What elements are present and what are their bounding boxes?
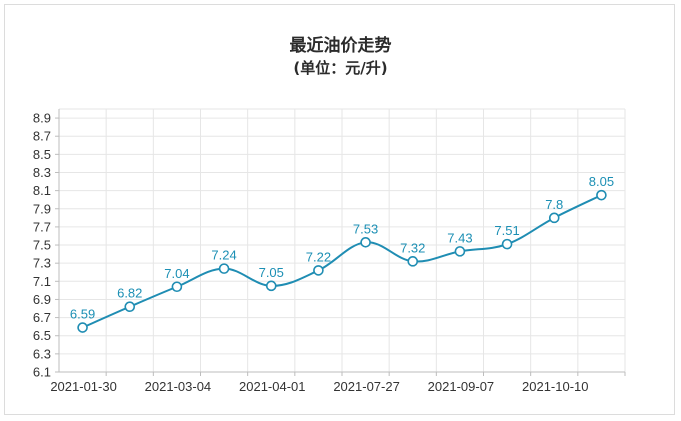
chart-frame xyxy=(4,4,675,415)
data-label: 7.24 xyxy=(211,248,236,263)
data-point xyxy=(454,246,466,257)
data-label: 7.8 xyxy=(545,197,563,212)
data-point xyxy=(218,263,230,274)
data-label: 7.32 xyxy=(400,240,425,255)
data-labels: 6.59 6.82 7.04 7.24 7.05 7.22 7.53 7.32 7.43 7.51… xyxy=(70,174,614,321)
y-tick-label: 6.5 xyxy=(33,328,51,343)
y-tick-label: 6.1 xyxy=(33,365,51,380)
chart-title: 最近油价走势 xyxy=(289,36,392,56)
data-label: 7.53 xyxy=(353,221,378,236)
y-tick-label: 7.3 xyxy=(33,256,51,271)
y-tick-label: 8.9 xyxy=(33,111,51,126)
data-point xyxy=(548,212,560,224)
data-point xyxy=(77,322,88,333)
y-tick-label: 7.5 xyxy=(33,238,51,253)
data-label: 8.05 xyxy=(589,174,614,189)
y-tick-label: 7.9 xyxy=(33,201,51,216)
data-point xyxy=(265,280,277,292)
data-label: 7.51 xyxy=(494,223,519,238)
chart-subtitle: (单位：元/升) xyxy=(293,59,388,77)
x-tick-label: 2021-03-04 xyxy=(145,379,212,394)
data-markers xyxy=(77,189,607,333)
data-label: 7.43 xyxy=(447,230,472,245)
y-tick-label: 8.7 xyxy=(33,129,51,144)
y-tick-label: 8.1 xyxy=(33,183,51,198)
x-tick-label: 2021-01-30 xyxy=(50,379,117,394)
y-axis-ticks: 6.1 6.3 6.5 6.7 6.9 7.1 7.3 7.5 7.7 7.9 8.1 8.3 8.5 8… xyxy=(33,111,59,380)
data-point xyxy=(407,256,419,267)
data-point xyxy=(171,281,183,293)
y-tick-label: 7.7 xyxy=(33,219,51,234)
data-label: 7.04 xyxy=(164,266,189,281)
x-tick-label: 2021-04-01 xyxy=(239,379,306,394)
x-tick-label: 2021-07-27 xyxy=(333,379,400,394)
data-label: 6.59 xyxy=(70,307,95,322)
x-axis-ticks: 2021-01-30 2021-03-04 2021-04-01 2021-07-27… xyxy=(50,372,626,394)
data-label: 6.82 xyxy=(117,286,142,301)
data-point xyxy=(124,301,136,313)
grid xyxy=(59,108,626,373)
y-tick-label: 6.9 xyxy=(33,292,51,307)
y-tick-label: 7.1 xyxy=(33,274,51,289)
x-tick-label: 2021-09-07 xyxy=(428,379,495,394)
data-point xyxy=(596,189,607,201)
data-label: 7.05 xyxy=(259,265,284,280)
data-point xyxy=(313,265,324,276)
y-tick-label: 6.7 xyxy=(33,310,51,325)
y-tick-label: 8.5 xyxy=(33,147,51,162)
data-point xyxy=(501,238,513,250)
x-tick-label: 2021-10-10 xyxy=(522,379,589,394)
data-label: 7.22 xyxy=(306,249,331,264)
data-point xyxy=(360,237,371,248)
y-tick-label: 6.3 xyxy=(33,346,51,361)
y-tick-label: 8.3 xyxy=(33,165,51,180)
